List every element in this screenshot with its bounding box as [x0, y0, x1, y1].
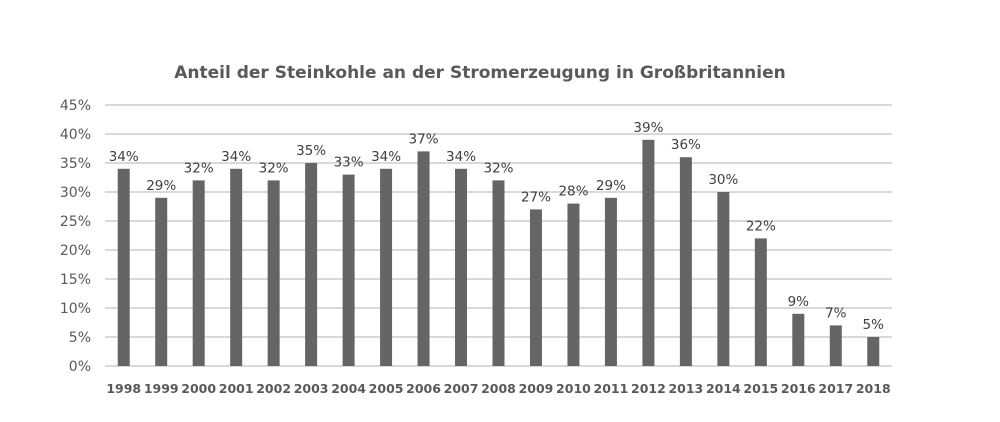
x-tick-label: 2016	[781, 381, 816, 396]
x-tick-label: 2007	[444, 381, 479, 396]
bar-2004	[342, 174, 355, 366]
x-tick-label: 2014	[706, 381, 741, 396]
x-tick-label: 1998	[106, 381, 141, 396]
data-label: 32%	[184, 160, 214, 176]
bar-2001	[230, 168, 243, 366]
bar-2003	[305, 163, 318, 366]
y-tick-label: 5%	[69, 330, 91, 346]
y-tick-label: 0%	[69, 359, 91, 375]
bar-2005	[380, 168, 393, 366]
x-tick-label: 2013	[668, 381, 703, 396]
y-tick-label: 40%	[60, 127, 91, 143]
data-label: 34%	[109, 149, 139, 165]
y-tick-label: 25%	[60, 214, 91, 230]
x-tick-label: 2018	[856, 381, 891, 396]
bar-2014	[717, 192, 730, 366]
x-tick-label: 2001	[219, 381, 254, 396]
x-tick-label: 2015	[743, 381, 778, 396]
chart-title: Anteil der Steinkohle an der Stromerzeug…	[174, 63, 786, 83]
data-label: 39%	[633, 120, 663, 136]
y-tick-label: 15%	[60, 272, 91, 288]
data-label: 35%	[296, 143, 326, 159]
bar-2009	[529, 209, 542, 366]
data-label: 37%	[409, 131, 439, 147]
bar-2015	[754, 238, 767, 366]
bar-2002	[267, 180, 280, 366]
data-label: 5%	[863, 317, 885, 333]
bar-2013	[679, 157, 692, 366]
data-label: 27%	[521, 189, 551, 205]
bar-2018	[867, 337, 880, 366]
bar-1998	[117, 168, 130, 366]
bars	[117, 139, 880, 366]
x-tick-label: 1999	[144, 381, 179, 396]
data-label: 29%	[146, 178, 176, 194]
data-label: 36%	[671, 137, 701, 153]
x-tick-label: 2000	[181, 381, 216, 396]
y-tick-label: 35%	[60, 156, 91, 172]
data-label: 34%	[446, 149, 476, 165]
data-label: 7%	[825, 305, 847, 321]
data-label: 9%	[788, 294, 810, 310]
y-tick-label: 45%	[60, 98, 91, 114]
data-label: 32%	[483, 160, 513, 176]
bar-2017	[829, 325, 842, 366]
y-tick-label: 30%	[60, 185, 91, 201]
bar-2000	[192, 180, 205, 366]
x-tick-label: 2010	[556, 381, 591, 396]
data-label: 29%	[596, 178, 626, 194]
data-label: 28%	[558, 184, 588, 200]
x-tick-label: 2008	[481, 381, 516, 396]
y-tick-label: 20%	[60, 243, 91, 259]
bar-2010	[567, 203, 580, 366]
data-label: 34%	[371, 149, 401, 165]
data-label: 32%	[259, 160, 289, 176]
bar-2007	[455, 168, 468, 366]
bar-2011	[604, 197, 617, 366]
x-tick-label: 2002	[256, 381, 291, 396]
data-labels: 34% 29% 32% 34% 32% 35% 33% 34% 37% 34% 32% 27% 28% 2…	[109, 120, 884, 333]
y-tick-label: 10%	[60, 301, 91, 317]
data-label: 33%	[334, 155, 364, 171]
data-label: 22%	[746, 218, 776, 234]
data-label: 34%	[221, 149, 251, 165]
bar-2008	[492, 180, 505, 366]
data-label: 30%	[708, 172, 738, 188]
x-tick-label: 2009	[519, 381, 554, 396]
x-tick-label: 2004	[331, 381, 366, 396]
x-tick-label: 2003	[294, 381, 329, 396]
y-axis-ticks: 0% 5% 10% 15% 20% 25% 30% 35% 40% 45%	[60, 98, 91, 375]
bar-1999	[155, 197, 168, 366]
x-tick-label: 2017	[818, 381, 853, 396]
x-tick-label: 2006	[406, 381, 441, 396]
bar-2016	[792, 313, 805, 366]
x-tick-label: 2011	[594, 381, 629, 396]
x-axis-ticks: 1998 1999 2000 2001 2002 2003 2004 2005 2006 2007…	[106, 381, 890, 396]
bar-2006	[417, 151, 430, 366]
bar-2012	[642, 139, 655, 366]
x-tick-label: 2012	[631, 381, 666, 396]
x-tick-label: 2005	[369, 381, 404, 396]
